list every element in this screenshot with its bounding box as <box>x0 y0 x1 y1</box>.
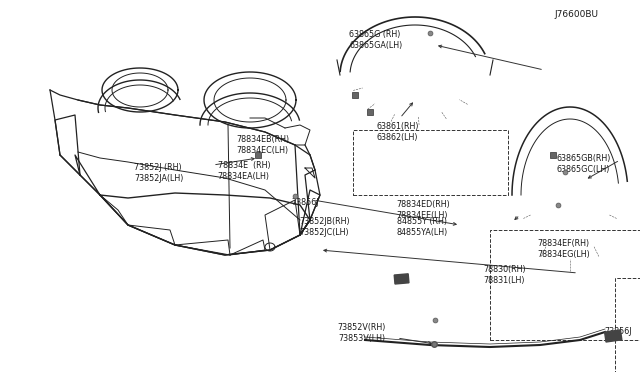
Text: 73852JB(RH)
73852JC(LH): 73852JB(RH) 73852JC(LH) <box>300 217 350 237</box>
Bar <box>615 278 640 372</box>
Bar <box>490 230 640 340</box>
Text: 78834E  (RH)
78834EA(LH): 78834E (RH) 78834EA(LH) <box>218 161 270 181</box>
Bar <box>605 330 622 342</box>
Text: 63861(RH)
63862(LH): 63861(RH) 63862(LH) <box>376 122 419 142</box>
Text: 73852V(RH)
73853V(LH): 73852V(RH) 73853V(LH) <box>337 323 386 343</box>
Text: 63865G (RH)
63865GA(LH): 63865G (RH) 63865GA(LH) <box>349 30 403 50</box>
Text: 73852J (RH)
73852JA(LH): 73852J (RH) 73852JA(LH) <box>134 163 184 183</box>
Text: 73856J: 73856J <box>605 327 632 336</box>
Bar <box>353 130 508 195</box>
Text: 84855Y (RH)
84855YA(LH): 84855Y (RH) 84855YA(LH) <box>397 217 448 237</box>
Text: 78830(RH)
78831(LH): 78830(RH) 78831(LH) <box>483 265 526 285</box>
Text: 63865GB(RH)
63865GC(LH): 63865GB(RH) 63865GC(LH) <box>557 154 611 174</box>
Text: 78834ED(RH)
78834EE(LH): 78834ED(RH) 78834EE(LH) <box>397 200 451 220</box>
Text: 78834EB(RH)
78834EC(LH): 78834EB(RH) 78834EC(LH) <box>237 135 290 155</box>
Text: J76600BU: J76600BU <box>554 10 598 19</box>
Text: 73856J: 73856J <box>292 198 319 207</box>
Text: 78834EF(RH)
78834EG(LH): 78834EF(RH) 78834EG(LH) <box>538 239 590 259</box>
Bar <box>394 274 409 284</box>
